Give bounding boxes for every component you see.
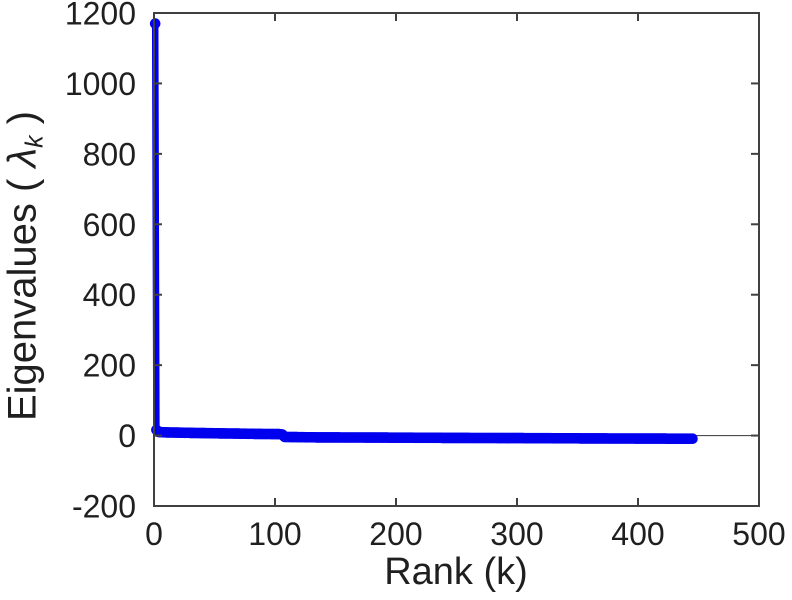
y-tick-label: 400 — [83, 277, 136, 313]
data-point-marker — [687, 433, 698, 445]
eigenvalue-curve — [151, 20, 696, 442]
y-tick-label: 600 — [83, 207, 136, 243]
x-tick-label: 200 — [369, 516, 422, 552]
x-tick-label: 100 — [248, 516, 301, 552]
y-tick-label: 0 — [118, 418, 136, 454]
lambda-symbol: λ — [0, 147, 45, 168]
y-axis-label-close: ) — [0, 110, 45, 136]
y-tick-label: 1200 — [65, 0, 136, 32]
data-point-marker — [149, 18, 161, 29]
y-tick-label: -200 — [72, 489, 136, 525]
y-tick-label: 200 — [83, 348, 136, 384]
x-axis-label: Rank (k) — [384, 551, 528, 593]
x-tick-label: 0 — [145, 516, 163, 552]
y-axis-label-text: Eigenvalues ( — [0, 167, 45, 422]
plot-box — [153, 12, 760, 507]
lambda-subscript: k — [21, 135, 49, 148]
x-tick-label: 300 — [490, 516, 543, 552]
y-tick-label: 1000 — [65, 66, 136, 102]
x-tick-label: 500 — [732, 516, 785, 552]
x-tick-label: 400 — [611, 516, 664, 552]
y-axis-label: Eigenvalues ( λk ) — [0, 111, 49, 421]
y-tick-label: 800 — [83, 136, 136, 172]
